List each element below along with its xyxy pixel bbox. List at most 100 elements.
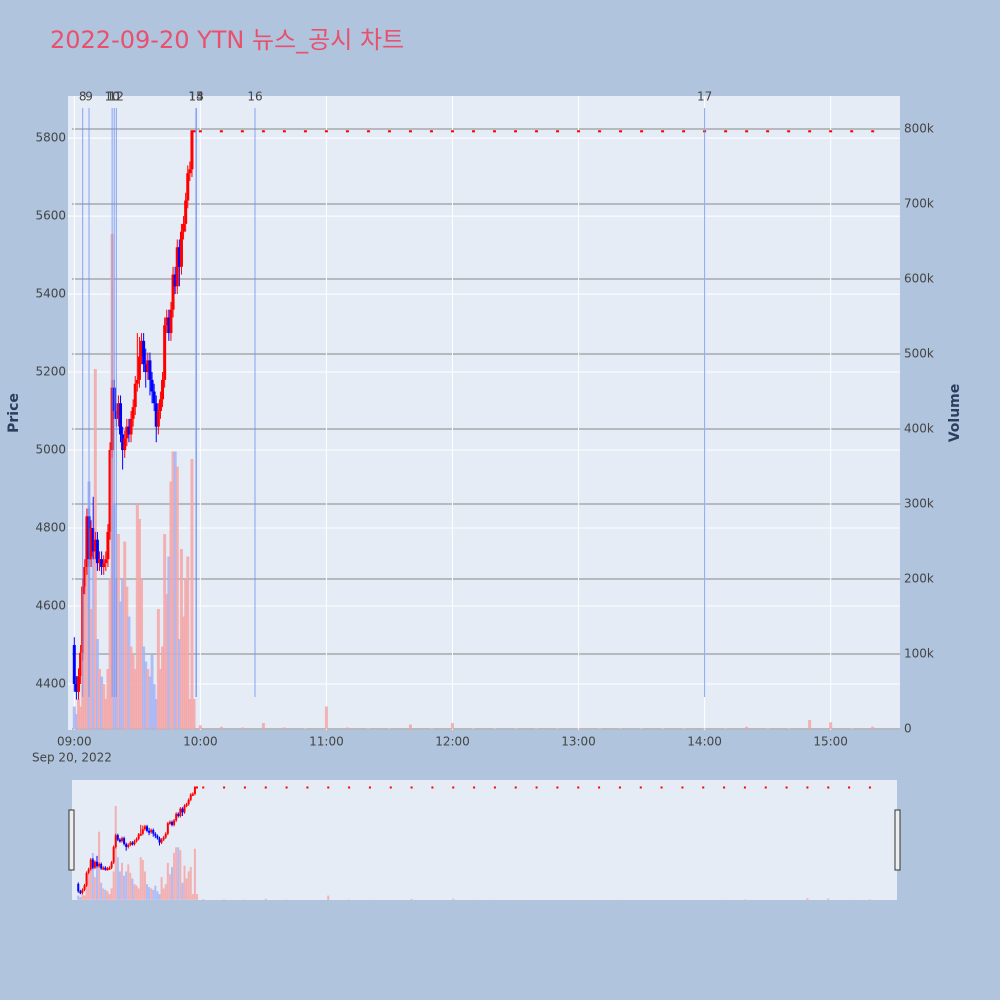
candle-body — [116, 403, 120, 419]
volume-bar — [129, 646, 133, 730]
y2-axis-title: Volume — [947, 384, 963, 443]
volume-bar — [158, 894, 161, 900]
candle-body — [598, 786, 601, 789]
candle-body — [135, 379, 139, 384]
volume-bar — [98, 669, 102, 730]
volume-bar — [264, 898, 267, 900]
volume-bar — [108, 894, 111, 900]
candle-body — [121, 838, 123, 842]
candle-body — [106, 868, 109, 871]
volume-bar — [410, 898, 413, 900]
candle-body — [114, 835, 117, 848]
range-handle-right[interactable] — [894, 809, 901, 871]
news-marker-label: 11 — [107, 90, 122, 104]
volume-bar — [100, 882, 103, 900]
volume-bar — [177, 847, 180, 900]
candle-body — [366, 130, 370, 133]
x-date-label: Sep 20, 2022 — [32, 751, 112, 765]
candle-body — [806, 786, 809, 789]
candle-body — [219, 130, 223, 133]
candle-body — [639, 786, 642, 789]
candle-body — [139, 833, 142, 836]
volume-bar — [171, 867, 173, 900]
candle-body — [144, 364, 148, 373]
candle-body — [618, 786, 621, 789]
candle-body — [198, 130, 202, 133]
volume-bar — [143, 871, 146, 900]
candle-body — [108, 867, 111, 870]
volume-bar — [131, 654, 135, 730]
candle-body — [143, 826, 146, 830]
range-slider[interactable] — [72, 780, 897, 900]
candle-body — [681, 786, 684, 789]
volume-bar — [556, 728, 560, 730]
candle-body — [119, 403, 123, 435]
candle-body — [173, 820, 176, 825]
volume-bar — [682, 728, 686, 730]
y-tick-label: 5200 — [35, 365, 66, 379]
candle-body — [85, 872, 88, 886]
candle-body — [87, 869, 90, 873]
candle-body — [158, 399, 162, 412]
candle-body — [169, 309, 173, 334]
volume-bar — [160, 877, 163, 900]
candle-body — [161, 379, 165, 400]
y2-tick-label: 600k — [904, 272, 934, 286]
candle-body — [640, 130, 644, 133]
volume-bar — [640, 728, 644, 730]
news-marker-label: 16 — [247, 90, 262, 104]
volume-bar — [154, 699, 158, 730]
candle-body — [285, 786, 288, 789]
volume-bar — [123, 875, 126, 900]
candle-body — [348, 786, 351, 789]
range-handle-left[interactable] — [68, 809, 75, 871]
x-tick-label: 14:00 — [687, 735, 722, 749]
candle-body — [137, 356, 141, 380]
candle-body — [598, 130, 602, 133]
volume-bar — [125, 871, 128, 900]
volume-bar — [137, 888, 140, 900]
y-tick-label: 4600 — [35, 599, 66, 613]
news-marker-label: 8 — [79, 90, 87, 104]
candle-body — [702, 786, 705, 789]
candle-body — [556, 786, 559, 789]
candle-body — [116, 835, 119, 840]
volume-bar — [156, 609, 160, 730]
volume-bar — [188, 699, 192, 730]
volume-bar — [112, 871, 115, 900]
volume-bar — [169, 481, 173, 730]
candle-body — [112, 847, 115, 863]
volume-bar — [116, 857, 119, 900]
volume-bar — [514, 728, 518, 730]
volume-bar — [79, 896, 82, 900]
volume-bar — [133, 884, 136, 900]
candle-body — [202, 786, 205, 789]
candle-body — [156, 411, 160, 427]
volume-bar — [163, 534, 167, 730]
candle-body — [125, 426, 129, 439]
volume-bar — [871, 726, 875, 730]
y-tick-label: 5000 — [35, 443, 66, 457]
candle-body — [91, 528, 95, 552]
volume-bar — [327, 895, 330, 900]
candle-body — [96, 861, 98, 867]
volume-bar — [219, 726, 223, 730]
candle-body — [148, 360, 152, 380]
candle-body — [493, 130, 497, 133]
candle-body — [787, 130, 791, 133]
candle-body — [154, 833, 157, 836]
volume-bar — [282, 727, 286, 730]
y2-tick-label: 300k — [904, 497, 934, 511]
volume-bar — [766, 728, 770, 730]
candle-body — [162, 837, 165, 840]
candle-body — [871, 130, 875, 133]
volume-bar — [345, 727, 349, 730]
candle-body — [154, 403, 158, 427]
candle-body — [556, 130, 560, 133]
volume-bar — [139, 857, 142, 900]
volume-bar — [141, 860, 144, 900]
volume-bar — [127, 616, 131, 730]
volume-bar — [168, 874, 171, 900]
volume-bar — [261, 723, 265, 730]
volume-bar — [158, 669, 162, 730]
